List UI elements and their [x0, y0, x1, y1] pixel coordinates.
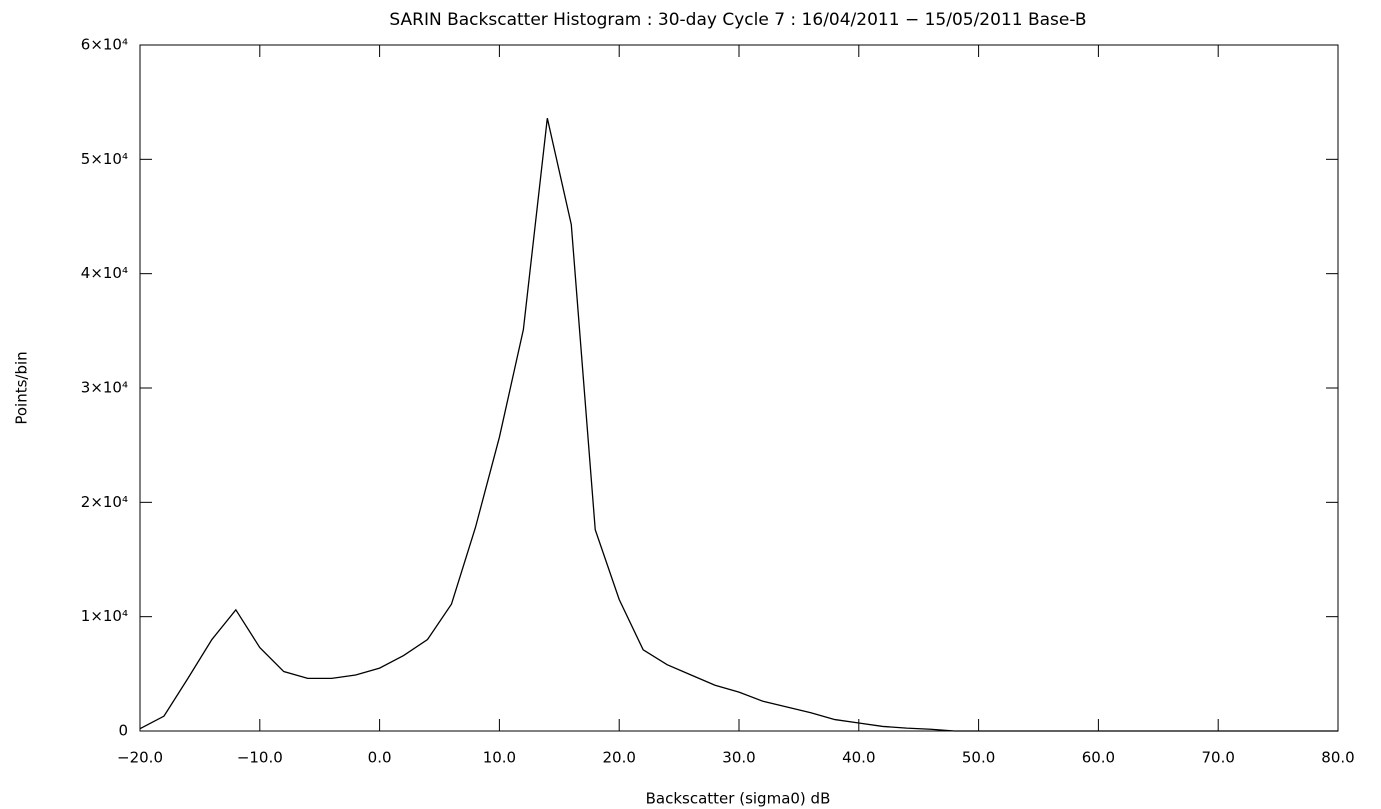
x-tick-label: 80.0: [1321, 749, 1354, 767]
x-tick-label: 60.0: [1082, 749, 1115, 767]
chart-title: SARIN Backscatter Histogram : 30-day Cyc…: [389, 10, 1086, 30]
x-tick-label: 10.0: [483, 749, 516, 767]
y-tick-label: 1×10⁴: [81, 607, 128, 625]
y-axis-label: Points/bin: [13, 351, 31, 424]
x-tick-label: −20.0: [117, 749, 163, 767]
x-tick-label: −10.0: [237, 749, 283, 767]
x-tick-label: 50.0: [962, 749, 995, 767]
data-line: [139, 118, 1338, 732]
plot-frame: [139, 44, 1339, 732]
y-tick-label: 4×10⁴: [81, 264, 128, 282]
y-tick-label: 3×10⁴: [81, 379, 128, 397]
y-tick-label: 2×10⁴: [81, 493, 128, 511]
y-tick-label: 6×10⁴: [81, 36, 128, 54]
x-tick-label: 0.0: [368, 749, 392, 767]
x-tick-label: 20.0: [602, 749, 635, 767]
x-tick-label: 30.0: [722, 749, 755, 767]
x-tick-label: 70.0: [1201, 749, 1234, 767]
x-tick-label: 40.0: [842, 749, 875, 767]
y-tick-label: 0: [118, 722, 128, 740]
y-tick-label: 5×10⁴: [81, 150, 128, 168]
x-axis-label: Backscatter (sigma0) dB: [646, 790, 831, 808]
